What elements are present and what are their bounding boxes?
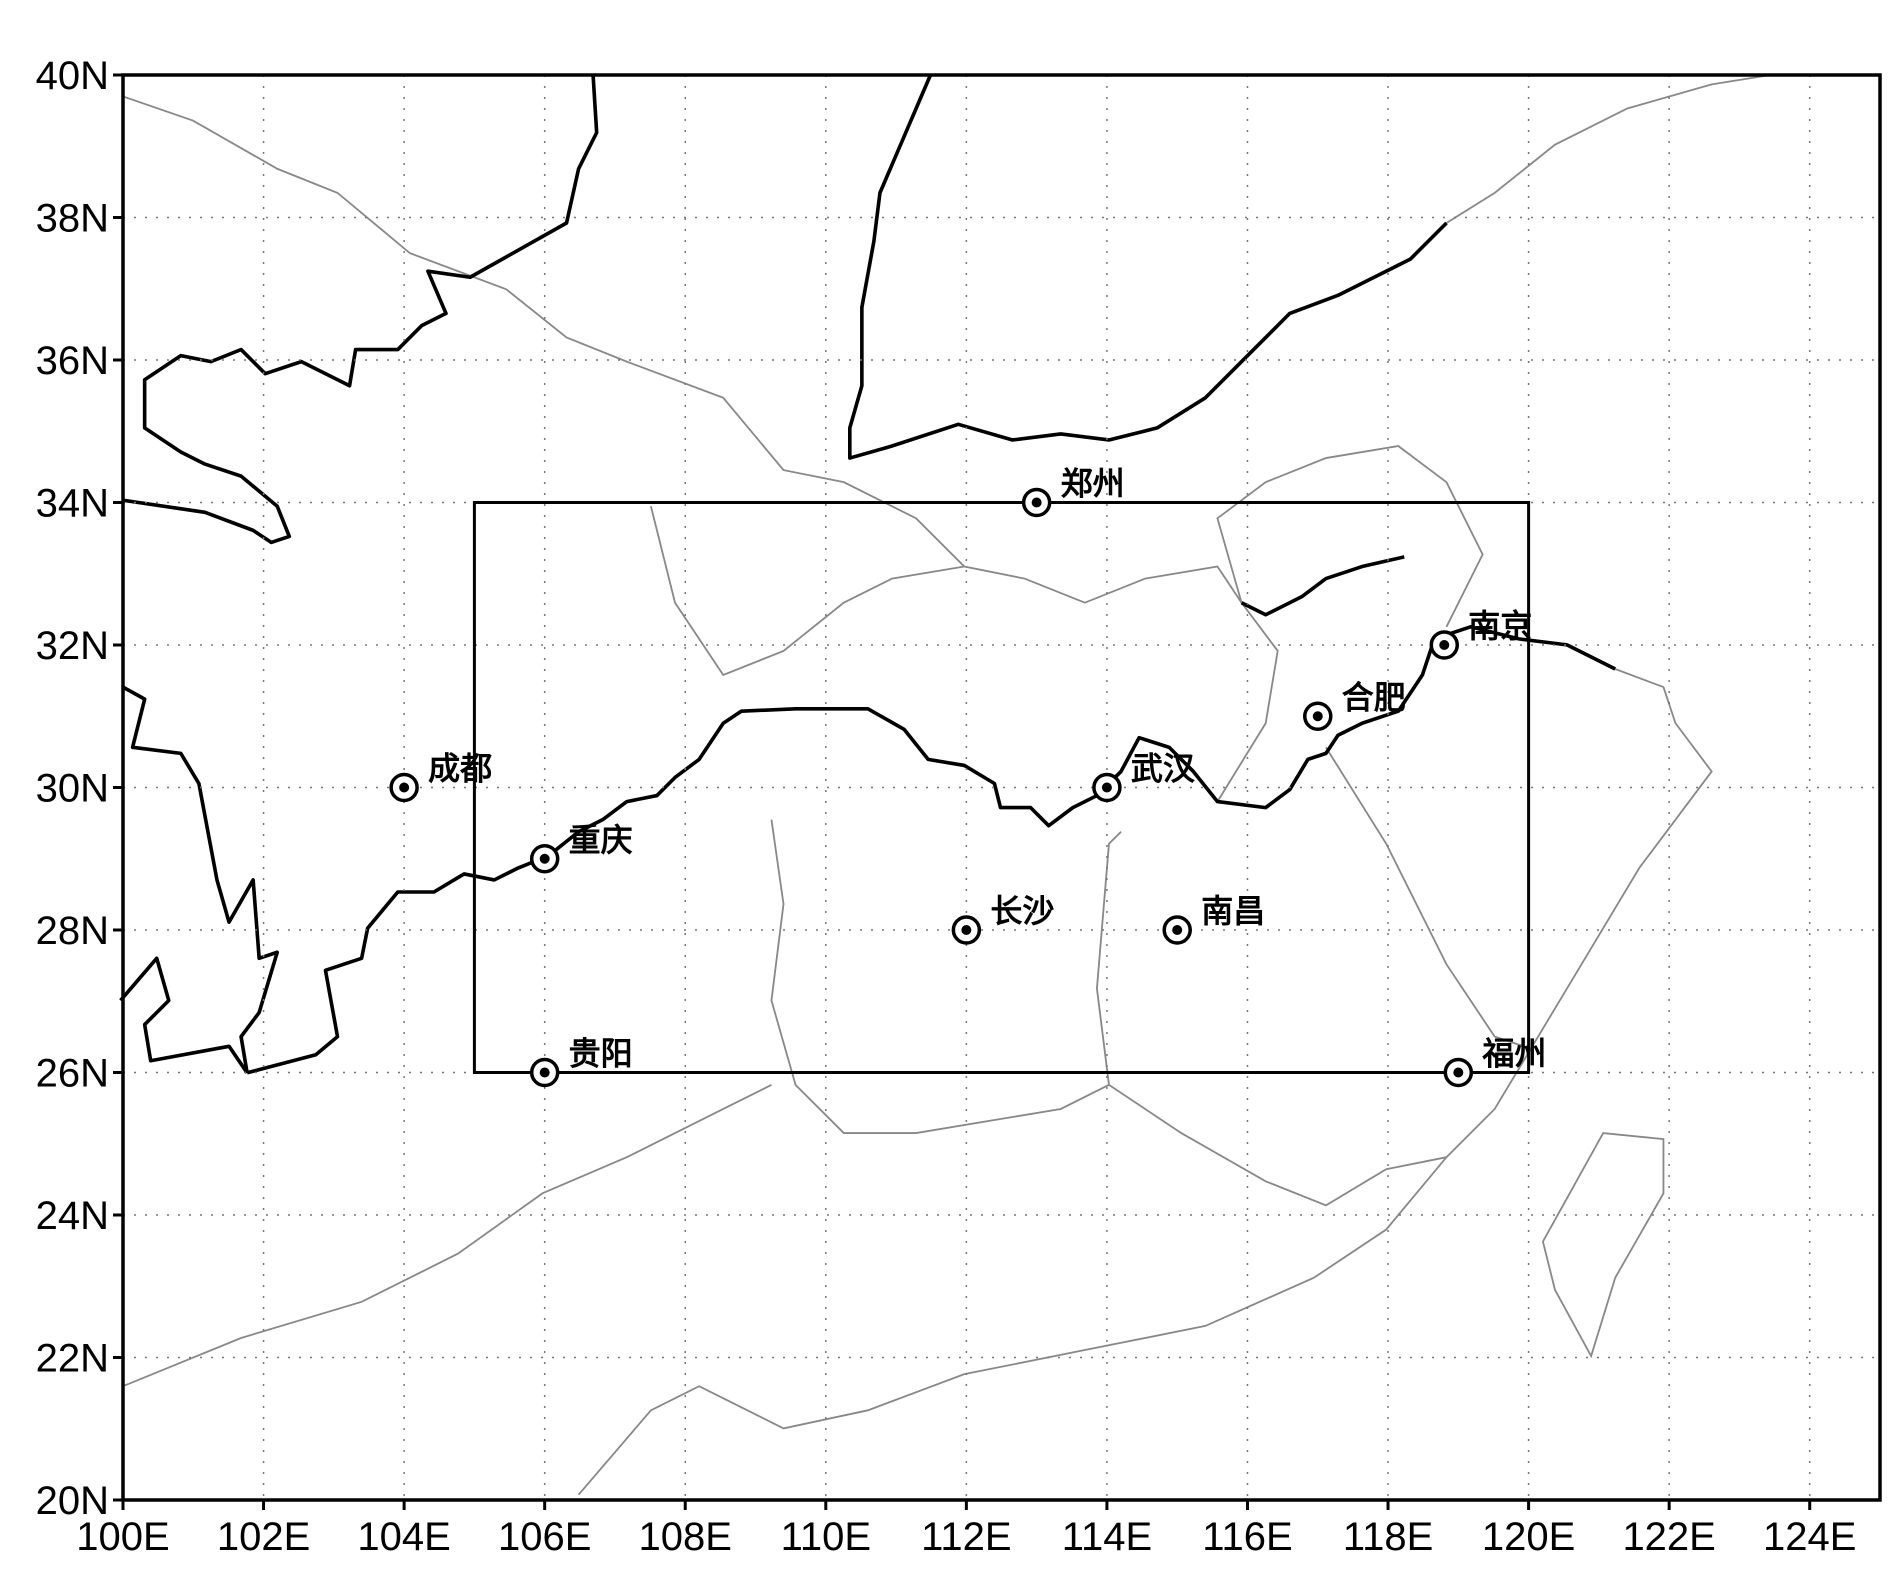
map-frame [121,73,1882,1502]
y-tick-label: 26N [36,1052,109,1096]
city-dot [1031,497,1042,508]
x-tick-label: 106E [498,1515,591,1559]
city-label: 成都 [428,750,492,788]
y-tick-label: 30N [36,767,109,811]
x-tick-label: 120E [1482,1515,1575,1559]
city-label: 郑州 [1061,465,1125,503]
coastline [577,668,1713,1496]
city-label: 合肥 [1342,678,1406,716]
city-label: 重庆 [569,821,633,859]
province-border [122,1084,772,1388]
region-box [472,501,1531,1074]
river [1240,555,1405,617]
x-tick-label: 110E [781,1515,871,1559]
x-tick-label: 104E [357,1515,450,1559]
x-tick-label: 116E [1202,1515,1292,1559]
river [847,74,1448,460]
x-tick-label: 102E [217,1515,310,1559]
geography [119,73,1773,1496]
province-border [1108,1084,1447,1207]
x-tick-label: 100E [76,1515,169,1559]
y-tick-label: 32N [36,624,109,668]
city-dot [539,853,550,864]
y-tick-label: 34N [36,482,109,526]
city-label: 武汉 [1131,750,1196,788]
city-dot [1101,782,1112,793]
city-dot [539,1067,550,1078]
y-tick-label: 22N [36,1337,109,1381]
y-tick-label: 38N [36,197,109,241]
city-label: 南京 [1468,607,1532,645]
y-tick-label: 24N [36,1194,109,1238]
x-tick-label: 122E [1622,1515,1715,1559]
province-border [1325,746,1532,1050]
island [1541,1132,1665,1359]
province-border [1216,445,1484,803]
city-dot [1439,640,1450,650]
river [122,74,599,545]
province-border [122,95,1243,604]
province-border [770,819,1122,1134]
y-tick-label: 28N [36,909,109,953]
river [119,956,249,1074]
city-label: 福州 [1481,1035,1546,1073]
city-dot [1172,925,1183,935]
x-tick-label: 118E [1343,1515,1433,1559]
river [122,685,280,1074]
city-dot [399,782,410,793]
city-dot [961,925,972,935]
x-tick-label: 108E [639,1515,732,1559]
y-tick-label: 40N [36,54,109,98]
city-dot [1453,1067,1464,1078]
y-tick-label: 36N [36,339,109,383]
coastline [1446,73,1773,224]
y-tick-label: 20N [36,1479,109,1523]
city-label: 南昌 [1201,892,1265,930]
city-label: 长沙 [990,892,1054,930]
city-dot [1312,711,1323,722]
x-tick-label: 112E [921,1515,1011,1559]
city-label: 贵阳 [569,1035,633,1073]
province-border [650,506,965,677]
x-tick-label: 124E [1763,1515,1856,1559]
river [246,624,1617,1075]
x-tick-label: 114E [1062,1515,1152,1559]
